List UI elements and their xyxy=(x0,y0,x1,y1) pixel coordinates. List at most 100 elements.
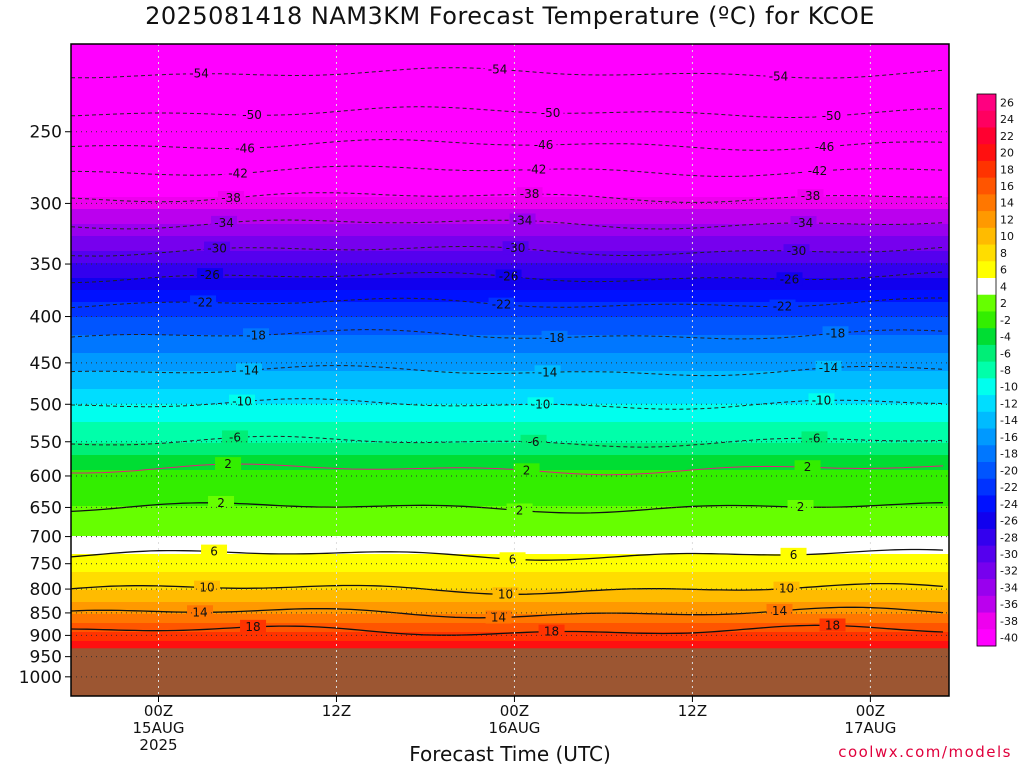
temperature-band xyxy=(71,116,949,120)
contour-label: 6 xyxy=(790,548,798,562)
contour-label-bg xyxy=(530,137,557,151)
contour-label: -34 xyxy=(794,216,814,230)
temperature-band xyxy=(71,95,949,99)
contour-label-bg xyxy=(190,295,217,309)
temperature-band xyxy=(71,161,949,165)
contour-label: -38 xyxy=(221,191,241,205)
pressure-tick-label: 350 xyxy=(30,255,62,275)
temperature-band xyxy=(71,575,949,579)
contour-label-bg xyxy=(804,164,831,178)
temperature-band xyxy=(71,401,949,405)
temperature-band xyxy=(71,536,949,540)
temperature-band xyxy=(71,200,949,204)
pressure-tick-label: 550 xyxy=(30,433,62,453)
temperature-band xyxy=(71,623,949,627)
temperature-band xyxy=(71,263,949,267)
colorbar-label: -18 xyxy=(1000,448,1018,461)
contour-label-bg xyxy=(194,580,221,594)
colorbar-label: -34 xyxy=(1000,581,1018,594)
colorbar-swatch xyxy=(977,144,996,162)
temperature-band xyxy=(71,374,949,378)
contour-label-bg xyxy=(541,330,568,344)
colorbar-swatch xyxy=(977,445,996,463)
contour-label-bg xyxy=(484,62,511,76)
temperature-band xyxy=(71,182,949,186)
contour-label: 18 xyxy=(544,625,559,639)
isotherm-line xyxy=(71,435,944,448)
temperature-band xyxy=(71,626,949,630)
contour-label: -14 xyxy=(239,363,259,377)
temperature-band xyxy=(71,323,949,327)
temperature-band xyxy=(71,53,949,57)
contour-label-bg xyxy=(534,365,561,379)
contour-label-bg xyxy=(243,328,270,342)
pressure-axis: 2503003504004505005506006507007508008509… xyxy=(19,123,71,688)
temperature-band xyxy=(71,584,949,588)
contour-label-bg xyxy=(815,360,842,374)
contour-label-bg xyxy=(765,69,792,83)
colorbar-swatch xyxy=(977,294,996,312)
temperature-band xyxy=(71,389,949,393)
temperature-band xyxy=(71,533,949,537)
contour-label-bg xyxy=(502,241,529,255)
contour-label-bg xyxy=(236,363,263,377)
time-tick-label: 15AUG xyxy=(133,719,185,737)
temperature-band xyxy=(71,410,949,414)
colorbar-swatch xyxy=(977,595,996,614)
temperature-band xyxy=(71,80,949,84)
temperature-band xyxy=(71,497,949,501)
temperature-band xyxy=(71,539,949,543)
temperature-band xyxy=(71,158,949,162)
colorbar-label: 10 xyxy=(1000,230,1014,243)
contour-label: 2 xyxy=(224,457,232,471)
contour-label: 2 xyxy=(516,503,524,517)
time-tick-label: 00Z xyxy=(856,702,885,720)
pressure-tick-label: 600 xyxy=(30,467,62,487)
colorbar-label: -12 xyxy=(1000,397,1018,410)
temperature-band xyxy=(71,74,949,78)
colorbar-swatch xyxy=(977,278,996,296)
temperature-band xyxy=(71,233,949,237)
colorbar-swatch xyxy=(977,411,996,430)
colorbar-swatch xyxy=(977,612,996,630)
contour-label: -54 xyxy=(488,62,508,76)
temperature-band xyxy=(71,581,949,585)
colorbar-swatch xyxy=(977,244,996,262)
temperature-band xyxy=(71,572,949,576)
temperature-band xyxy=(71,341,949,345)
colorbar-swatch xyxy=(977,328,996,346)
temperature-band xyxy=(71,353,949,357)
contour-label-bg xyxy=(520,434,547,448)
colorbar-label: 2 xyxy=(1000,297,1007,310)
contour-label: 14 xyxy=(491,610,506,624)
temperature-band xyxy=(71,635,949,639)
temperature-band xyxy=(71,521,949,525)
temperature-band xyxy=(71,578,949,582)
temperature-band xyxy=(71,347,949,351)
contour-label-bg xyxy=(794,460,821,474)
colorbar-label: -38 xyxy=(1000,615,1018,628)
temperature-band xyxy=(71,140,949,144)
temperature-band xyxy=(71,404,949,408)
contour-label: -18 xyxy=(246,328,266,342)
temperature-band xyxy=(71,419,949,423)
temperature-band xyxy=(71,566,949,570)
temperature-band xyxy=(71,380,949,384)
temperature-band xyxy=(71,332,949,336)
temperature-band xyxy=(71,86,949,90)
temperature-band xyxy=(71,122,949,126)
contour-label-bg xyxy=(204,241,231,255)
temperature-band xyxy=(71,452,949,456)
temperature-band xyxy=(71,644,949,648)
pressure-tick-label: 250 xyxy=(30,123,62,143)
pressure-tick-label: 700 xyxy=(30,528,62,548)
contour-label-bg xyxy=(773,581,800,595)
temperature-band xyxy=(71,344,949,348)
isotherm-line xyxy=(71,398,944,410)
contour-label: -54 xyxy=(189,67,209,81)
temperature-band xyxy=(71,257,949,261)
temperature-band xyxy=(71,56,949,60)
colorbar-label: -28 xyxy=(1000,531,1018,544)
contour-label: -42 xyxy=(228,167,248,181)
